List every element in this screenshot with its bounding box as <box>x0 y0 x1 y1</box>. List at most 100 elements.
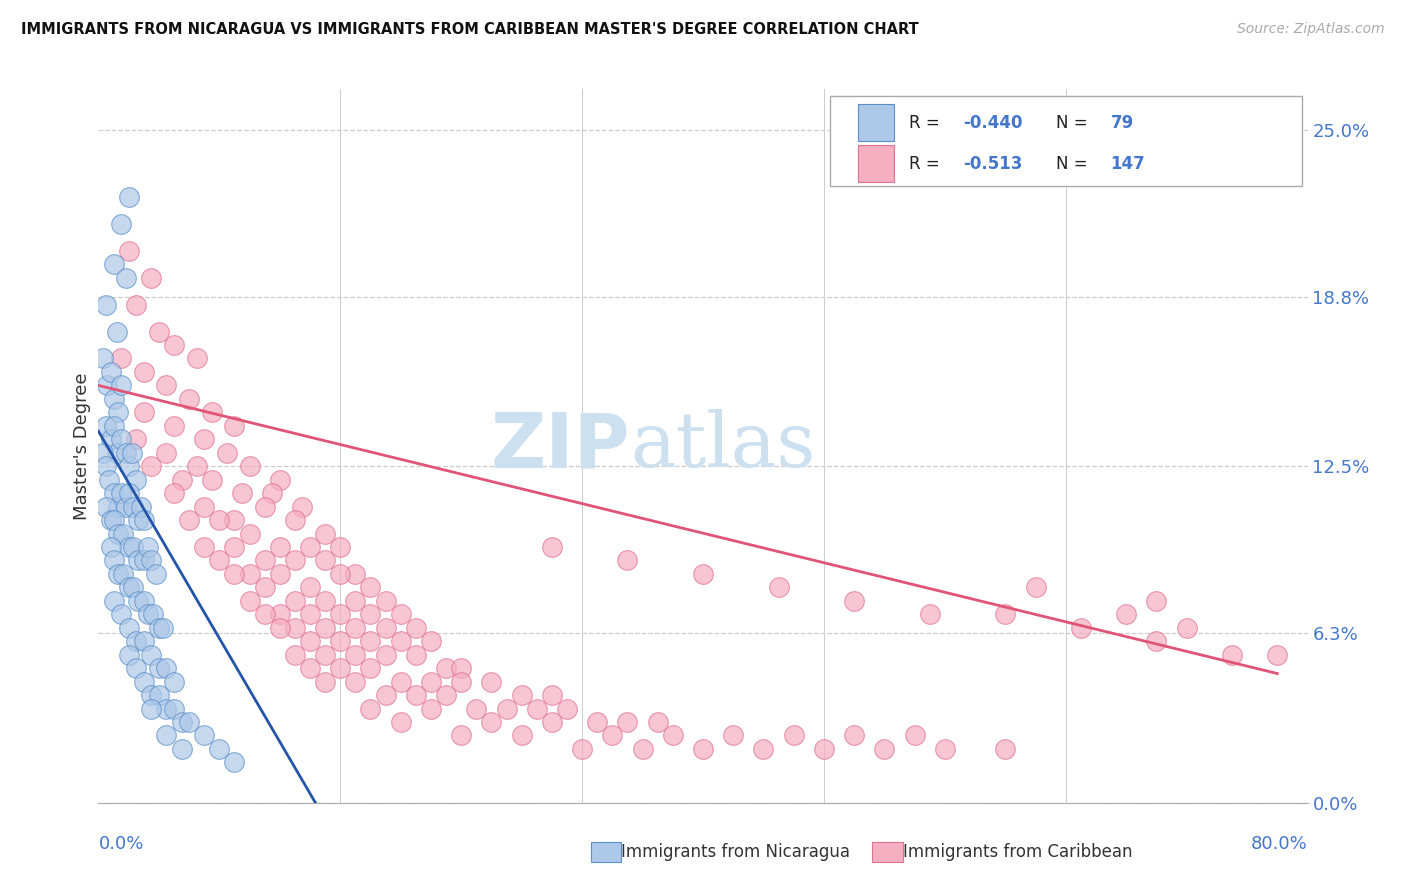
Point <box>420 634 443 648</box>
Point <box>132 405 155 419</box>
Point <box>510 729 533 743</box>
Point <box>141 459 163 474</box>
Point <box>141 553 163 567</box>
Point <box>434 688 457 702</box>
Point <box>299 607 322 622</box>
Point <box>193 432 215 446</box>
Point <box>103 594 125 608</box>
Point <box>118 540 141 554</box>
Point <box>994 742 1017 756</box>
Point <box>662 729 685 743</box>
Point <box>125 473 148 487</box>
Point <box>155 661 177 675</box>
Point <box>110 486 132 500</box>
Point <box>299 540 322 554</box>
Point <box>374 688 396 702</box>
Point <box>132 365 155 379</box>
Point <box>253 580 276 594</box>
Point <box>1146 634 1168 648</box>
Point <box>374 594 396 608</box>
Point <box>284 621 307 635</box>
Point <box>450 661 472 675</box>
Point <box>110 432 132 446</box>
Point <box>481 714 503 729</box>
Point <box>420 674 443 689</box>
Point <box>360 607 382 622</box>
Point <box>163 486 186 500</box>
Bar <box>591 842 621 862</box>
Point <box>215 446 238 460</box>
Point <box>186 459 208 474</box>
Point <box>132 594 155 608</box>
Point <box>253 500 276 514</box>
Point <box>91 351 114 366</box>
Point <box>405 688 427 702</box>
Point <box>170 714 193 729</box>
Point <box>127 553 149 567</box>
Text: -0.440: -0.440 <box>963 114 1022 132</box>
Point <box>91 446 114 460</box>
Bar <box>858 145 894 183</box>
Point <box>239 566 262 581</box>
Point <box>434 661 457 675</box>
Point <box>904 729 927 743</box>
Point <box>450 674 472 689</box>
Point <box>269 566 291 581</box>
Point <box>495 701 517 715</box>
Point <box>571 742 593 756</box>
Bar <box>872 842 903 862</box>
Point <box>1267 648 1289 662</box>
Point <box>647 714 669 729</box>
Point <box>844 594 866 608</box>
Point <box>136 607 159 622</box>
Point <box>344 648 367 662</box>
Point <box>541 688 564 702</box>
Point <box>389 714 412 729</box>
Point <box>616 714 638 729</box>
Point <box>224 540 246 554</box>
Point <box>314 674 336 689</box>
Point <box>768 580 790 594</box>
Point <box>510 688 533 702</box>
Point <box>107 405 129 419</box>
Point <box>253 607 276 622</box>
Point <box>127 594 149 608</box>
Point <box>94 459 117 474</box>
Point <box>141 701 163 715</box>
Point <box>1070 621 1092 635</box>
Point <box>155 729 177 743</box>
Y-axis label: Master's Degree: Master's Degree <box>73 372 91 520</box>
Point <box>118 648 141 662</box>
Point <box>94 500 117 514</box>
Point <box>179 714 201 729</box>
Point <box>1220 122 1243 136</box>
Point <box>1220 648 1243 662</box>
Point <box>299 661 322 675</box>
Point <box>224 756 246 770</box>
Point <box>103 553 125 567</box>
Point <box>526 701 548 715</box>
Point <box>344 621 367 635</box>
Point <box>94 418 117 433</box>
Point <box>118 459 141 474</box>
Point <box>284 513 307 527</box>
Point <box>142 607 165 622</box>
Point <box>152 621 174 635</box>
Point <box>420 701 443 715</box>
Point <box>360 701 382 715</box>
Point <box>284 648 307 662</box>
Text: 79: 79 <box>1111 114 1133 132</box>
Point <box>208 742 231 756</box>
Point <box>103 392 125 406</box>
Point <box>148 325 170 339</box>
Point <box>631 742 654 756</box>
Point <box>1175 621 1198 635</box>
Point <box>541 540 564 554</box>
Point <box>813 742 835 756</box>
Point <box>224 418 246 433</box>
Point <box>98 473 121 487</box>
Point <box>752 742 775 756</box>
Point <box>129 500 152 514</box>
Text: N =: N = <box>1056 155 1088 173</box>
Point <box>405 648 427 662</box>
